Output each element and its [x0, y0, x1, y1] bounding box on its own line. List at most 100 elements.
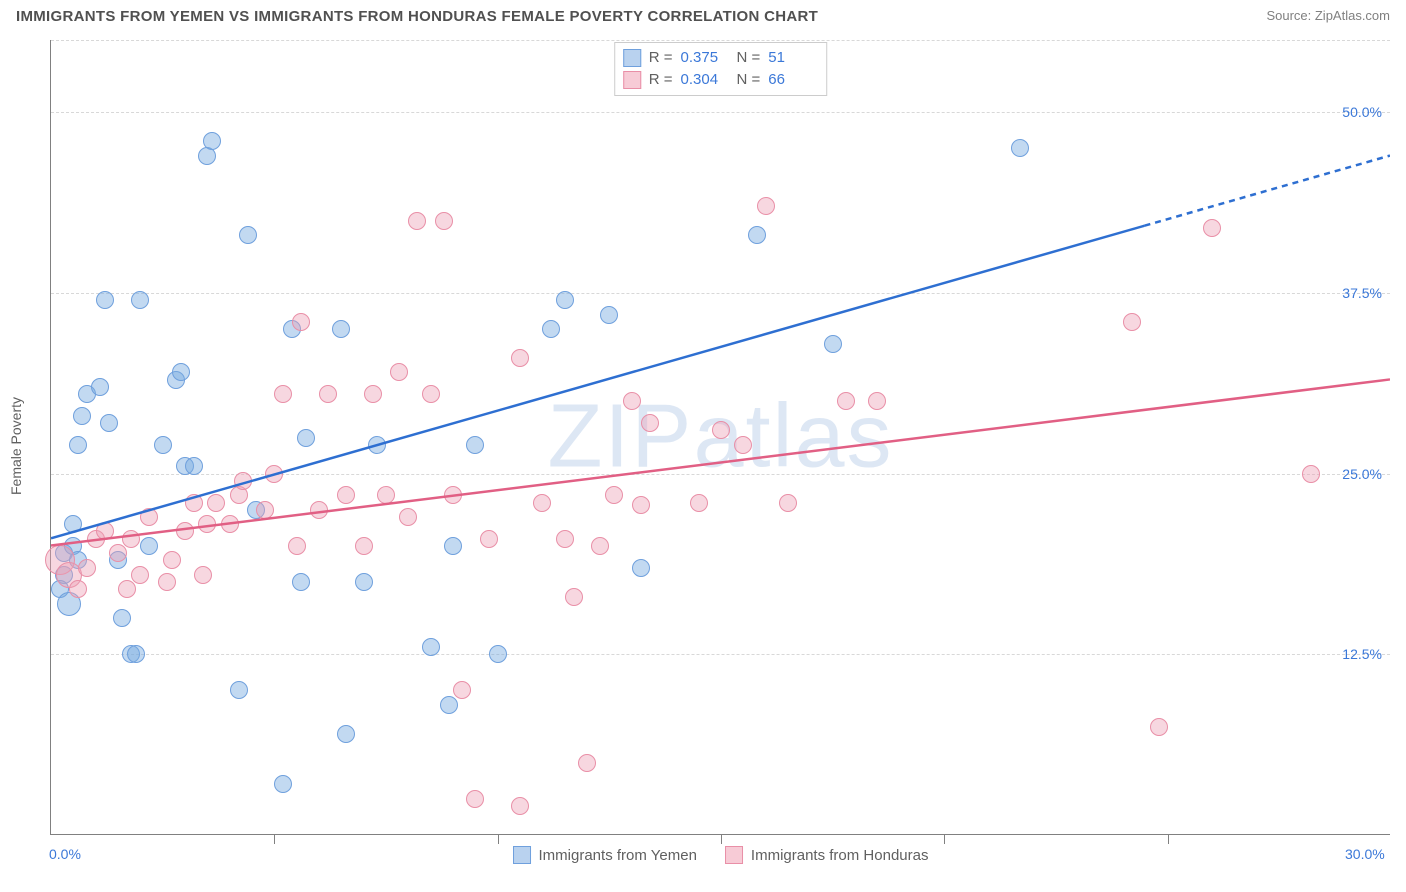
data-point-yemen — [100, 414, 118, 432]
data-point-honduras — [390, 363, 408, 381]
data-point-honduras — [221, 515, 239, 533]
gridline-h — [51, 112, 1390, 113]
legend-n-value: 51 — [768, 47, 816, 69]
data-point-yemen — [824, 335, 842, 353]
legend-r-value: 0.375 — [681, 47, 729, 69]
x-tick — [944, 834, 945, 844]
data-point-yemen — [332, 320, 350, 338]
data-point-honduras — [435, 212, 453, 230]
data-point-honduras — [377, 486, 395, 504]
data-point-honduras — [310, 501, 328, 519]
data-point-honduras — [565, 588, 583, 606]
data-point-honduras — [591, 537, 609, 555]
legend-series-label: Immigrants from Honduras — [751, 847, 929, 864]
x-tick — [498, 834, 499, 844]
data-point-honduras — [868, 392, 886, 410]
data-point-honduras — [623, 392, 641, 410]
data-point-honduras — [265, 465, 283, 483]
data-point-honduras — [712, 421, 730, 439]
source-prefix: Source: — [1266, 8, 1314, 23]
legend-series-item: Immigrants from Honduras — [725, 846, 929, 864]
data-point-honduras — [198, 515, 216, 533]
data-point-honduras — [163, 551, 181, 569]
data-point-yemen — [91, 378, 109, 396]
legend-r-value: 0.304 — [681, 69, 729, 91]
data-point-honduras — [422, 385, 440, 403]
data-point-honduras — [69, 580, 87, 598]
data-point-honduras — [779, 494, 797, 512]
x-tick — [721, 834, 722, 844]
data-point-yemen — [1011, 139, 1029, 157]
data-point-honduras — [337, 486, 355, 504]
data-point-yemen — [73, 407, 91, 425]
data-point-yemen — [440, 696, 458, 714]
gridline-h — [51, 40, 1390, 41]
data-point-honduras — [288, 537, 306, 555]
legend-stats: R =0.375N =51R =0.304N =66 — [614, 42, 828, 96]
legend-n-value: 66 — [768, 69, 816, 91]
data-point-honduras — [256, 501, 274, 519]
data-point-honduras — [533, 494, 551, 512]
data-point-honduras — [578, 754, 596, 772]
data-point-honduras — [757, 197, 775, 215]
data-point-yemen — [556, 291, 574, 309]
x-tick — [274, 834, 275, 844]
data-point-honduras — [453, 681, 471, 699]
data-point-honduras — [131, 566, 149, 584]
data-point-yemen — [542, 320, 560, 338]
data-point-yemen — [292, 573, 310, 591]
legend-n-label: N = — [737, 69, 761, 91]
data-point-yemen — [600, 306, 618, 324]
data-point-honduras — [234, 472, 252, 490]
data-point-honduras — [632, 496, 650, 514]
data-point-honduras — [690, 494, 708, 512]
gridline-h — [51, 474, 1390, 475]
chart-title: IMMIGRANTS FROM YEMEN VS IMMIGRANTS FROM… — [16, 8, 818, 25]
data-point-honduras — [605, 486, 623, 504]
data-point-honduras — [176, 522, 194, 540]
data-point-yemen — [337, 725, 355, 743]
data-point-honduras — [207, 494, 225, 512]
data-point-honduras — [109, 544, 127, 562]
data-point-yemen — [274, 775, 292, 793]
data-point-honduras — [96, 522, 114, 540]
data-point-honduras — [641, 414, 659, 432]
data-point-honduras — [399, 508, 417, 526]
legend-swatch-icon — [513, 846, 531, 864]
data-point-honduras — [734, 436, 752, 454]
data-point-honduras — [319, 385, 337, 403]
data-point-honduras — [837, 392, 855, 410]
gridline-h — [51, 654, 1390, 655]
y-tick-label: 50.0% — [1342, 104, 1382, 120]
legend-series-item: Immigrants from Yemen — [513, 846, 697, 864]
data-point-honduras — [480, 530, 498, 548]
data-point-honduras — [1150, 718, 1168, 736]
data-point-yemen — [297, 429, 315, 447]
legend-series: Immigrants from Yemen Immigrants from Hon… — [513, 846, 929, 864]
data-point-yemen — [355, 573, 373, 591]
x-tick-label: 0.0% — [49, 846, 81, 862]
data-point-yemen — [422, 638, 440, 656]
x-tick — [1168, 834, 1169, 844]
data-point-yemen — [172, 363, 190, 381]
legend-r-label: R = — [649, 69, 673, 91]
data-point-honduras — [1203, 219, 1221, 237]
x-tick-label: 30.0% — [1345, 846, 1385, 862]
plot-area: ZIPatlas R =0.375N =51R =0.304N =66 Immi… — [50, 40, 1390, 835]
data-point-yemen — [632, 559, 650, 577]
data-point-honduras — [118, 580, 136, 598]
data-point-yemen — [748, 226, 766, 244]
data-point-honduras — [1302, 465, 1320, 483]
data-point-yemen — [203, 132, 221, 150]
data-point-yemen — [140, 537, 158, 555]
data-point-yemen — [154, 436, 172, 454]
data-point-yemen — [489, 645, 507, 663]
data-point-honduras — [185, 494, 203, 512]
gridline-h — [51, 293, 1390, 294]
data-point-yemen — [444, 537, 462, 555]
data-point-honduras — [140, 508, 158, 526]
data-point-honduras — [78, 559, 96, 577]
source-name: ZipAtlas.com — [1315, 8, 1390, 23]
data-point-yemen — [466, 436, 484, 454]
legend-swatch-icon — [725, 846, 743, 864]
